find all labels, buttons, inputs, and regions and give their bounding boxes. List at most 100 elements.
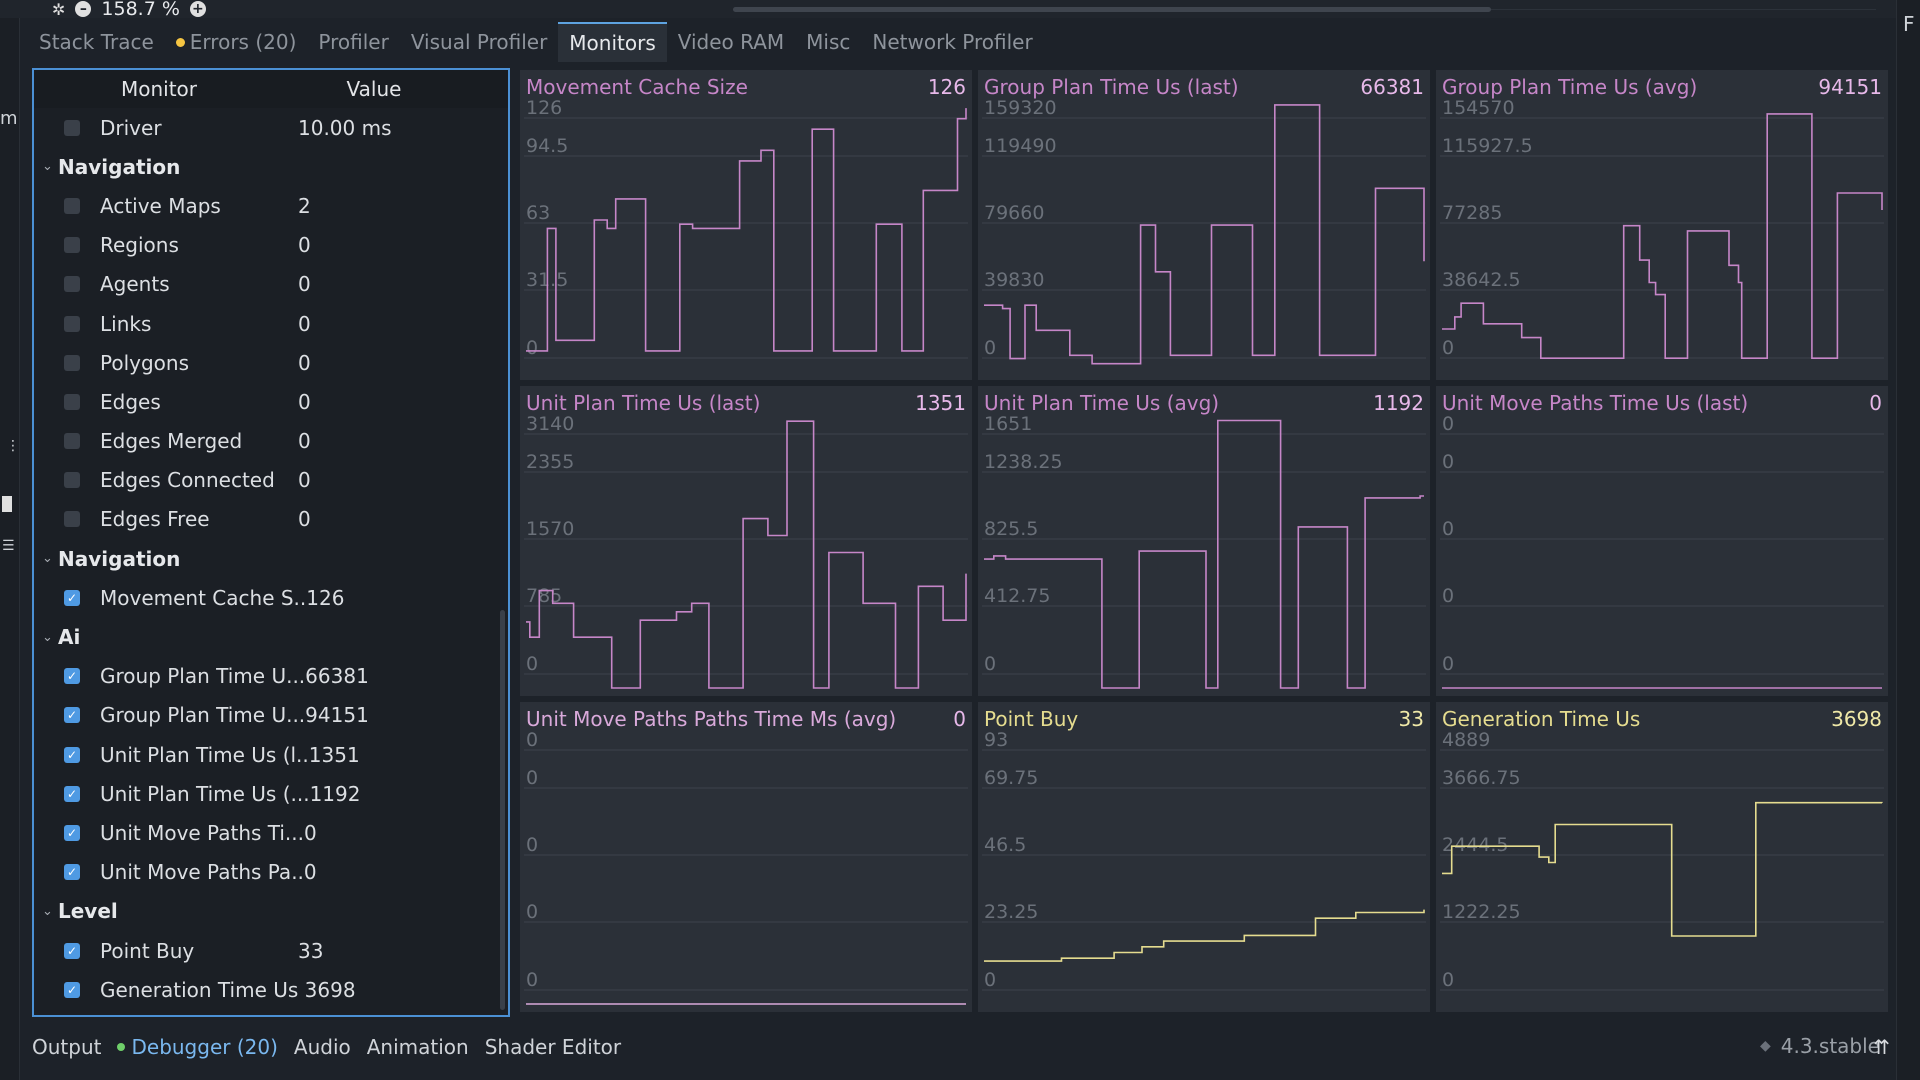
graph-plot: 159320 119490 79660 39830 0	[982, 97, 1426, 365]
monitor-checkbox[interactable]	[64, 433, 80, 450]
monitor-value: 0	[298, 389, 311, 414]
tab-label: Network Profiler	[872, 30, 1033, 54]
monitor-row[interactable]: Edges Merged 0	[34, 422, 508, 461]
monitor-row[interactable]: Driver 10.00 ms	[34, 108, 508, 147]
monitor-row[interactable]: Polygons 0	[34, 343, 508, 382]
bottom-tab-output[interactable]: Output	[24, 1035, 109, 1059]
monitor-label-value: Unit Plan Time Us (l..1351	[100, 742, 360, 767]
monitor-row[interactable]: Active Maps 2	[34, 186, 508, 225]
monitor-checkbox[interactable]	[64, 315, 80, 332]
zoom-out-button[interactable]: –	[75, 1, 92, 17]
version-label: 4.3.stable	[1780, 1034, 1880, 1058]
dock-handle-icon[interactable]: m	[0, 108, 18, 129]
monitor-checkbox[interactable]	[64, 354, 80, 371]
monitor-checkbox[interactable]: ✓	[64, 824, 80, 841]
monitor-row[interactable]: ✓ Movement Cache S..126	[34, 578, 508, 617]
monitor-checkbox[interactable]	[64, 197, 80, 214]
dock-tab-icon[interactable]: F	[1903, 12, 1915, 36]
monitor-row[interactable]: Links 0	[34, 304, 508, 343]
monitor-row[interactable]: ✓ Point Buy 33	[34, 931, 508, 970]
tree-scrollbar[interactable]	[500, 610, 505, 1010]
panel-toggle-icon[interactable]	[2, 496, 12, 512]
monitor-checkbox[interactable]	[64, 511, 80, 528]
monitor-checkbox[interactable]: ✓	[64, 981, 80, 998]
tab-profiler[interactable]: Profiler	[307, 22, 399, 62]
tab-errors-20[interactable]: Errors (20)	[165, 22, 308, 62]
tab-misc[interactable]: Misc	[795, 22, 861, 62]
tab-label: Profiler	[318, 30, 389, 54]
monitor-label-value: Group Plan Time U...66381	[100, 664, 369, 689]
monitor-value: 0	[298, 311, 311, 336]
tree-category[interactable]: ⌄ Navigation	[34, 539, 508, 578]
monitor-checkbox[interactable]: ✓	[64, 668, 80, 685]
y-tick-label: 23.25	[984, 901, 1038, 923]
graph-current-value: 3698	[1831, 707, 1882, 731]
y-tick-label: 0	[526, 969, 538, 991]
monitor-checkbox[interactable]: ✓	[64, 589, 80, 606]
monitor-label: Edges	[100, 389, 161, 414]
tab-monitors[interactable]: Monitors	[558, 22, 667, 62]
y-tick-label: 4889	[1442, 729, 1490, 751]
category-label: Ai	[58, 625, 81, 650]
zoom-in-button[interactable]: +	[189, 1, 206, 17]
monitor-checkbox[interactable]	[64, 472, 80, 489]
monitor-value: 0	[298, 272, 311, 297]
zoom-reset-icon[interactable]: ✲	[52, 0, 66, 19]
monitor-checkbox[interactable]	[64, 237, 80, 254]
monitor-row[interactable]: Regions 0	[34, 226, 508, 265]
monitor-checkbox[interactable]: ✓	[64, 785, 80, 802]
bottom-tab-label: Shader Editor	[484, 1035, 622, 1059]
graph-plot: 154570 115927.5 77285 38642.5 0	[1440, 97, 1884, 359]
list-icon[interactable]: ☰	[2, 538, 15, 554]
bottom-tab-animation[interactable]: Animation	[359, 1035, 477, 1059]
bottom-tab-shader-editor[interactable]: Shader Editor	[477, 1035, 629, 1059]
chevron-down-icon[interactable]: ⌄	[42, 159, 53, 175]
tab-label: Errors (20)	[189, 30, 297, 54]
monitor-label-value: Group Plan Time U...94151	[100, 703, 369, 728]
monitor-checkbox[interactable]: ✓	[64, 942, 80, 959]
y-tick-label: 93	[984, 729, 1008, 751]
monitor-row[interactable]: ✓ Unit Plan Time Us (l..1351	[34, 735, 508, 774]
pin-panel-icon[interactable]: ⇈	[1873, 1035, 1890, 1059]
bell-icon[interactable]: ◆	[1759, 1038, 1771, 1054]
tree-category[interactable]: ⌄ Level	[34, 892, 508, 931]
monitor-row[interactable]: ✓ Unit Move Paths Ti...0	[34, 813, 508, 852]
y-tick-label: 3140	[526, 413, 574, 435]
category-label: Level	[58, 899, 118, 924]
more-vertical-icon[interactable]: ⋮	[6, 438, 20, 454]
monitor-row[interactable]: ✓ Group Plan Time U...66381	[34, 657, 508, 696]
horizontal-scrollbar[interactable]	[733, 7, 1491, 12]
monitor-row[interactable]: ✓ Unit Plan Time Us (...1192	[34, 774, 508, 813]
tab-video-ram[interactable]: Video RAM	[667, 22, 795, 62]
y-tick-label: 39830	[984, 269, 1044, 291]
monitor-checkbox[interactable]: ✓	[64, 864, 80, 881]
monitor-row[interactable]: Edges Connected 0	[34, 461, 508, 500]
chevron-down-icon[interactable]: ⌄	[42, 629, 53, 645]
monitor-checkbox[interactable]	[64, 119, 80, 136]
tree-category[interactable]: ⌄ Navigation	[34, 147, 508, 186]
version-info: ◆ 4.3.stable	[1760, 1034, 1880, 1058]
bottom-tab-debugger-20[interactable]: Debugger (20)	[109, 1035, 285, 1059]
graph-series-line	[1442, 113, 1883, 359]
monitor-checkbox[interactable]	[64, 276, 80, 293]
monitor-checkbox[interactable]	[64, 393, 80, 410]
bottom-tab-audio[interactable]: Audio	[286, 1035, 359, 1059]
chevron-down-icon[interactable]: ⌄	[42, 551, 53, 567]
tree-category[interactable]: ⌄ Ai	[34, 617, 508, 656]
y-tick-label: 0	[984, 337, 996, 359]
tab-stack-trace[interactable]: Stack Trace	[28, 22, 165, 62]
monitor-tree-rows: Driver 10.00 ms ⌄ Navigation Active Maps 2 Reg…	[34, 108, 508, 1009]
monitor-checkbox[interactable]: ✓	[64, 746, 80, 763]
graph-current-value: 66381	[1360, 75, 1424, 99]
monitor-checkbox[interactable]: ✓	[64, 707, 80, 724]
monitor-row[interactable]: Edges 0	[34, 382, 508, 421]
monitor-row[interactable]: Edges Free 0	[34, 500, 508, 539]
tab-visual-profiler[interactable]: Visual Profiler	[400, 22, 558, 62]
monitor-row[interactable]: ✓ Group Plan Time U...94151	[34, 696, 508, 735]
monitor-row[interactable]: Agents 0	[34, 265, 508, 304]
monitor-row[interactable]: ✓ Unit Move Paths Pa..0	[34, 853, 508, 892]
chevron-down-icon[interactable]: ⌄	[42, 903, 53, 919]
tab-network-profiler[interactable]: Network Profiler	[861, 22, 1043, 62]
monitor-value: 0	[298, 507, 311, 532]
monitor-row[interactable]: ✓ Generation Time Us 3698	[34, 970, 508, 1009]
